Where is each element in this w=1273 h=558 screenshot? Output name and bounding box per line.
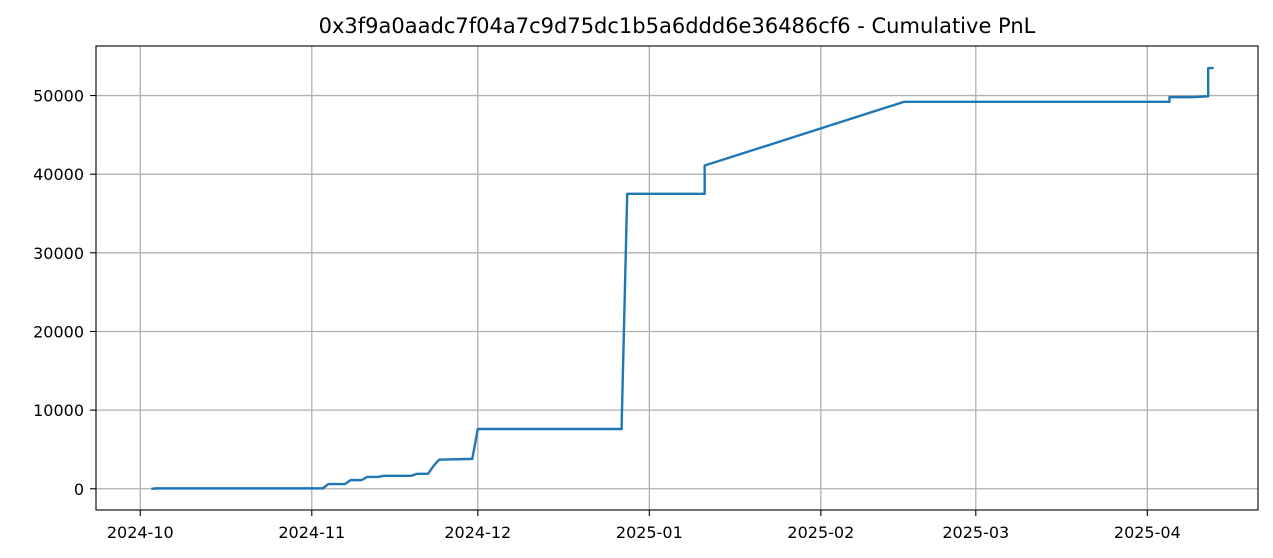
x-tick-label: 2024-12 — [444, 523, 511, 542]
grid-layer — [96, 46, 1258, 510]
y-tick-label: 50000 — [33, 87, 84, 106]
x-tick-label: 2025-04 — [1114, 523, 1181, 542]
y-tick-label: 40000 — [33, 165, 84, 184]
tick-layer: 2024-10 2024-11 2024-12 2025-01 2025-02 2025-… — [33, 87, 1181, 542]
x-tick-label: 2025-01 — [616, 523, 683, 542]
y-tick-label: 10000 — [33, 401, 84, 420]
x-tick-label: 2025-02 — [787, 523, 854, 542]
x-tick-label: 2024-10 — [107, 523, 174, 542]
x-tick-label: 2024-11 — [278, 523, 345, 542]
axes-frame — [95, 45, 1259, 511]
chart-title: 0x3f9a0aadc7f04a7c9d75dc1b5a6ddd6e36486c… — [319, 14, 1036, 38]
y-tick-label: 0 — [74, 480, 84, 499]
x-tick-label: 2025-03 — [942, 523, 1009, 542]
y-tick-label: 30000 — [33, 244, 84, 263]
y-tick-label: 20000 — [33, 322, 84, 341]
series-line-cumulative-pnl — [151, 66, 1214, 490]
series-layer — [151, 66, 1214, 490]
